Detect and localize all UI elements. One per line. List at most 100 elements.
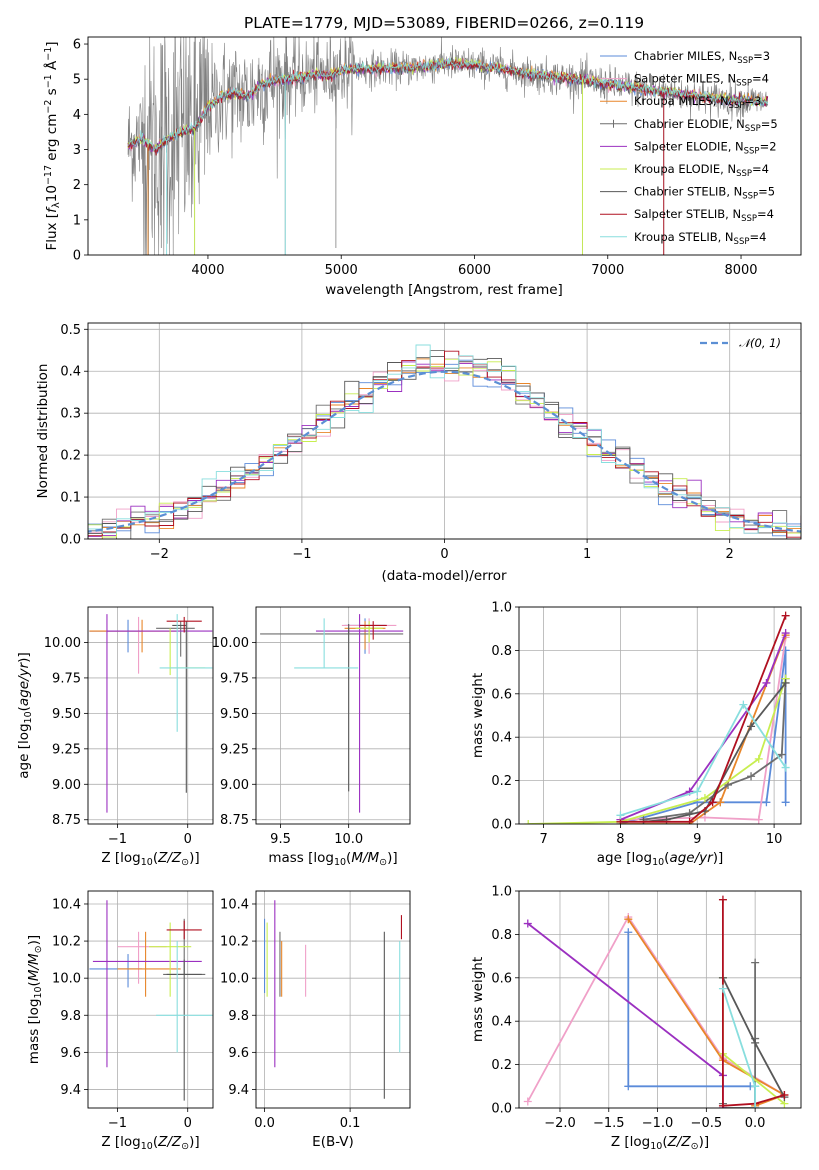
weight-marker-salpeter_stelib xyxy=(708,798,717,807)
plot-area-mass_vs_Z xyxy=(89,900,213,1101)
weight-marker-chabrier_stelib xyxy=(781,678,790,687)
y-tick-label: 1.0 xyxy=(491,601,512,616)
axes-frame xyxy=(87,606,214,825)
plot-area-age_vs_Z xyxy=(89,614,213,813)
y-tick-label: 9.00 xyxy=(52,778,81,793)
y-tick-label: 0.6 xyxy=(491,687,512,702)
x-tick-label: 6000 xyxy=(458,263,491,278)
weight-marker-salpeter_stelib xyxy=(780,1090,789,1099)
x-tick-label: 2 xyxy=(726,547,734,562)
x-axis-label: Z [log10(Z/Z⊙)] xyxy=(101,850,199,868)
y-tick-label: 0.2 xyxy=(60,449,81,464)
axes-frame xyxy=(518,890,802,1109)
y-tick-label: 8.75 xyxy=(52,813,81,828)
weight-line-salpeter_stelib xyxy=(620,615,787,823)
y-tick-label: 10.0 xyxy=(220,972,249,987)
legend-entry: Salpeter MILES, NSSP=4 xyxy=(634,72,769,89)
weight-marker-kroupa_miles xyxy=(624,915,633,924)
y-tick-label: 9.6 xyxy=(228,1046,249,1061)
y-tick-label: 8.75 xyxy=(220,813,249,828)
y-tick-label: 0.4 xyxy=(491,1015,512,1030)
axes-frame xyxy=(518,606,802,825)
x-tick-label: 0.0 xyxy=(254,1116,275,1131)
weight-line-chabrier_elodie xyxy=(643,678,787,821)
x-tick-label: −1.5 xyxy=(593,1116,625,1131)
x-tick-label: 0.1 xyxy=(340,1116,361,1131)
weight-marker-salpeter_elodie xyxy=(523,919,532,928)
x-tick-label: −1 xyxy=(108,1116,127,1131)
weight-marker-chabrier_elodie xyxy=(751,958,760,967)
weight-marker-chabrier_miles xyxy=(762,798,771,807)
x-axis-label: E(B-V) xyxy=(312,1134,354,1150)
weight-line-salpeter_miles xyxy=(527,915,785,1102)
weight-marker-salpeter_stelib xyxy=(718,1101,727,1108)
legend-entry: Salpeter ELODIE, NSSP=2 xyxy=(634,139,777,156)
legend-entry: Chabrier ELODIE, NSSP=5 xyxy=(634,117,778,134)
legend-entry: Chabrier STELIB, NSSP=5 xyxy=(634,185,775,202)
axes-frame xyxy=(87,322,802,540)
plot-area-mass_vs_ebv xyxy=(264,900,402,1099)
x-axis-label: (data-model)/error xyxy=(381,568,507,584)
y-tick-label: 0.0 xyxy=(60,533,81,548)
x-tick-label: −1.0 xyxy=(642,1116,674,1131)
hist-kroupa_stelib xyxy=(88,344,801,535)
y-axis-label: mass [log10(M/M⊙)] xyxy=(26,935,44,1064)
plot-area-mass_weight_vs_Z xyxy=(523,895,789,1108)
y-tick-label: 3 xyxy=(73,143,81,158)
x-axis-label: mass [log10(M/M⊙)] xyxy=(268,850,397,868)
y-tick-label: 9.8 xyxy=(228,1009,249,1024)
axes-frame xyxy=(87,890,214,1109)
plot-area-mass_weight_vs_age xyxy=(524,611,790,824)
weight-marker-chabrier_miles xyxy=(624,1082,633,1091)
y-tick-label: 2 xyxy=(73,178,81,193)
x-tick-label: −0.5 xyxy=(691,1116,723,1131)
x-tick-label: 8000 xyxy=(724,263,757,278)
x-tick-label: 0 xyxy=(184,1116,192,1131)
y-tick-label: 0.0 xyxy=(491,1102,512,1117)
axes-frame xyxy=(255,890,411,1109)
y-tick-label: 9.25 xyxy=(220,742,249,757)
weight-marker-chabrier_stelib xyxy=(747,722,756,731)
plot-area-residuals xyxy=(88,344,801,539)
panel-spectrum: 4000 5000 6000 7000 8000 0 1 2 3 4 5 6 wavelength [A… xyxy=(43,36,802,298)
weight-marker-chabrier_stelib xyxy=(751,1038,760,1047)
legend-entry: Kroupa MILES, NSSP=3 xyxy=(634,94,761,111)
x-tick-label: 10.0 xyxy=(334,832,363,847)
x-axis-label: Z [log10(Z/Z⊙)] xyxy=(611,1134,709,1152)
y-tick-label: 9.00 xyxy=(220,778,249,793)
panel-mass_vs_ebv: 0.0 0.1 9.4 9.6 9.8 10.0 10.2 10.4 E(B-V) xyxy=(220,890,411,1150)
y-tick-label: 0.3 xyxy=(60,407,81,422)
legend-entry: Kroupa STELIB, NSSP=4 xyxy=(634,230,766,247)
y-tick-label: 10.2 xyxy=(52,935,81,950)
weight-marker-salpeter_miles xyxy=(523,1097,532,1106)
x-tick-label: −2.0 xyxy=(544,1116,576,1131)
y-tick-label: 9.6 xyxy=(60,1046,81,1061)
y-tick-label: 10.00 xyxy=(44,636,81,651)
legend-entry: Kroupa ELODIE, NSSP=4 xyxy=(634,162,769,179)
y-tick-label: 4 xyxy=(73,108,81,123)
y-tick-label: 0.8 xyxy=(491,928,512,943)
weight-marker-kroupa_stelib xyxy=(751,1104,760,1108)
y-tick-label: 0.4 xyxy=(491,731,512,746)
panel-age_vs_mass: 9.5 10.0 8.75 9.00 9.25 9.50 9.75 10.00 mass [lo… xyxy=(212,606,411,868)
weight-marker-kroupa_elodie xyxy=(700,793,709,802)
weight-line-salpeter_elodie xyxy=(620,632,787,821)
plot-area-spectrum xyxy=(127,37,769,255)
y-tick-label: 1 xyxy=(73,213,81,228)
weight-marker-kroupa_elodie xyxy=(754,754,763,763)
weight-marker-kroupa_stelib xyxy=(693,787,702,796)
legend-entry: Chabrier MILES, NSSP=3 xyxy=(634,49,770,66)
figure-title: PLATE=1779, MJD=53089, FIBERID=0266, z=0… xyxy=(244,14,644,32)
weight-marker-salpeter_stelib xyxy=(718,895,727,904)
x-tick-label: 9 xyxy=(693,832,701,847)
y-axis-label: Flux [fλ10−17 erg cm−2 s−1 Å−1] xyxy=(43,41,62,250)
weight-marker-salpeter_stelib xyxy=(685,817,694,824)
y-tick-label: 5 xyxy=(73,73,81,88)
panel-mass_weight_vs_Z: −2.0 −1.5 −1.0 −0.5 0.0 0.0 0.2 0.4 0.6 0.8 1.0 Z [… xyxy=(470,885,802,1152)
panel-mass_vs_Z: −1 0 9.4 9.6 9.8 10.0 10.2 10.4 Z [log10(Z/Z⊙)] m… xyxy=(26,890,214,1152)
x-tick-label: 0 xyxy=(184,832,192,847)
x-tick-label: −1 xyxy=(292,547,311,562)
weight-marker-chabrier_elodie xyxy=(747,772,756,781)
weight-marker-kroupa_stelib xyxy=(739,700,748,709)
